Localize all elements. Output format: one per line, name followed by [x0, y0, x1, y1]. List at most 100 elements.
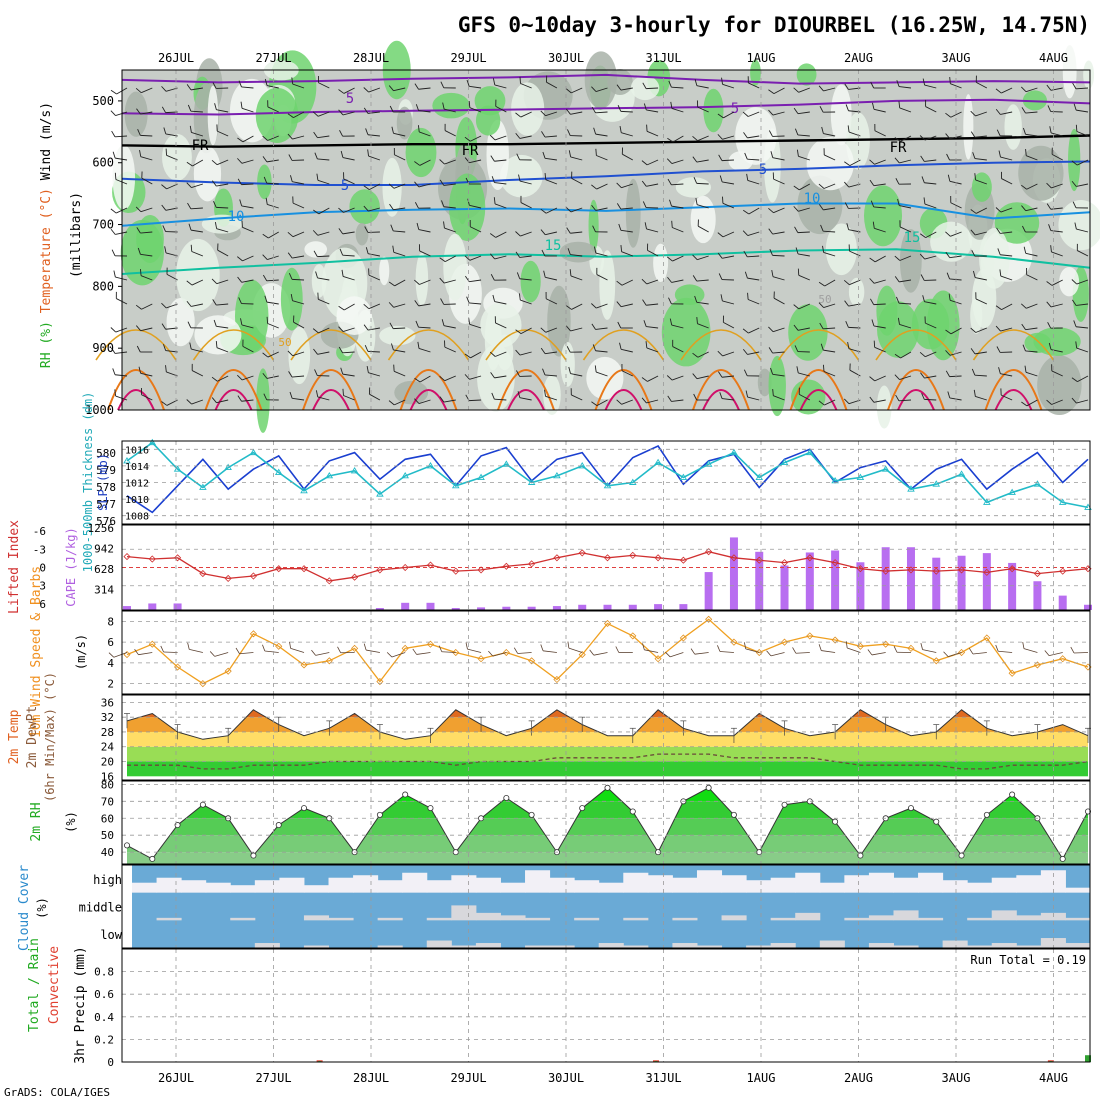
- wind-barb-flag: [439, 159, 445, 165]
- wind-barb-shaft: [545, 231, 558, 236]
- cloud-cell-high: [647, 875, 673, 893]
- wind-barb-shaft: [1001, 178, 1013, 185]
- cloud-cell-high: [893, 877, 919, 893]
- wind-barb: [414, 279, 431, 285]
- wind-barb-shaft: [1000, 231, 1013, 234]
- wind-barb: [515, 349, 532, 356]
- wind-barb-shaft: [469, 375, 482, 380]
- wind-barb-flag: [138, 366, 142, 374]
- wind-barb-shaft: [140, 207, 153, 213]
- marker-thickness: [300, 486, 308, 494]
- wind-barb: [921, 393, 937, 401]
- wind-barb: [313, 131, 330, 139]
- wind-barb-shaft: [898, 399, 912, 402]
- wind-barb-flag: [591, 204, 597, 211]
- marker-wind-speed: [401, 644, 409, 652]
- wind-barb-flag: [616, 280, 623, 286]
- wind-barb-shaft: [795, 652, 810, 654]
- wind-barb: [237, 158, 254, 164]
- wind-barb: [641, 397, 659, 404]
- wind-barb: [186, 159, 204, 167]
- marker-rh: [503, 794, 510, 801]
- wind-barb: [666, 255, 684, 262]
- wind-barb-flag: [795, 247, 799, 255]
- wind-barb-flag: [114, 389, 117, 397]
- wind-barb-flag: [363, 87, 369, 93]
- cloud-cell-high: [942, 880, 968, 893]
- wind-barb-flag: [112, 151, 116, 159]
- wind-barb: [110, 327, 128, 333]
- wind-barb-shaft: [1026, 399, 1038, 407]
- wind-barb-flag: [1073, 320, 1077, 327]
- wind-barb-flag: [317, 292, 319, 300]
- wind-barb-flag: [515, 112, 522, 118]
- wind-barb-flag: [237, 137, 244, 143]
- wind-barb: [1073, 320, 1089, 329]
- wind-barb-shaft: [293, 321, 305, 329]
- wind-barb-flag: [773, 291, 775, 299]
- wind-barb: [363, 183, 381, 191]
- wind-barb-flag: [921, 393, 925, 400]
- cloud-cell-low: [893, 945, 919, 948]
- wind-barb-flag: [391, 126, 394, 134]
- marker-lifted-index: [224, 574, 232, 582]
- wind-barb: [1022, 127, 1038, 137]
- wind-barb-10m: [743, 642, 760, 653]
- wind-barb: [186, 182, 203, 188]
- cloud-cell-high: [426, 880, 452, 893]
- marker-lifted-index: [603, 554, 612, 562]
- wind-barb: [821, 126, 836, 137]
- wind-barb-flag: [115, 291, 117, 299]
- wind-barb: [768, 87, 785, 95]
- wind-barb-flag: [318, 76, 319, 83]
- wind-barb-flag: [135, 304, 142, 310]
- wind-barb-shaft: [772, 327, 785, 333]
- panel-frame-cloud: [121, 864, 1091, 949]
- wind-barb: [945, 111, 962, 118]
- marker-wind-speed: [174, 663, 182, 671]
- wind-barb-flag: [569, 269, 572, 276]
- wind-barb: [495, 99, 507, 113]
- wind-barb-shaft: [140, 156, 153, 161]
- ytick-label-slp: 1012: [125, 479, 149, 490]
- wind-barb-flag: [798, 387, 800, 395]
- wind-barb-10m: [642, 643, 659, 653]
- wind-barb-flag: [440, 81, 445, 88]
- wind-barb-flag: [114, 172, 117, 180]
- wind-barb-shaft: [369, 393, 381, 401]
- wind-barb-flag: [692, 135, 698, 142]
- wind-barb-flag: [591, 303, 597, 309]
- wind-barb-shaft: [821, 650, 836, 653]
- wind-barb-shaft: [292, 278, 305, 281]
- wind-barb-shaft: [317, 135, 330, 139]
- wind-barb-flag: [110, 89, 117, 95]
- wind-barb-flag: [516, 153, 521, 160]
- wind-barb-shaft: [747, 396, 760, 401]
- wind-barb-flag: [970, 229, 976, 236]
- wind-barb-flag: [162, 344, 167, 351]
- wind-barb: [264, 78, 279, 89]
- wind-barb-flag: [616, 301, 622, 307]
- wind-barb: [1071, 279, 1089, 285]
- wind-barb-shaft: [495, 351, 507, 357]
- wind-barb: [318, 76, 330, 89]
- wind-barb-shaft: [216, 325, 229, 329]
- wind-barb-flag: [995, 305, 1002, 311]
- wind-barb-shaft: [873, 399, 886, 403]
- wind-barb: [768, 109, 785, 116]
- wind-barb-shaft: [342, 276, 355, 281]
- wind-barb-shaft: [1026, 155, 1038, 161]
- wind-barb-shaft: [570, 111, 583, 115]
- wind-barb-flag: [1048, 224, 1052, 231]
- wind-barb-shaft: [697, 351, 709, 358]
- wind-barb-shaft: [949, 375, 962, 378]
- wind-barb: [869, 375, 886, 382]
- wind-barb: [670, 101, 684, 113]
- wind-barb: [1050, 245, 1063, 257]
- wind-barb-flag: [869, 278, 875, 284]
- line-temp: [126, 709, 1089, 740]
- wind-barb-shaft: [216, 206, 229, 209]
- wind-barb: [717, 350, 735, 357]
- wind-barb-flag: [667, 395, 672, 402]
- rh-patch: [136, 214, 164, 263]
